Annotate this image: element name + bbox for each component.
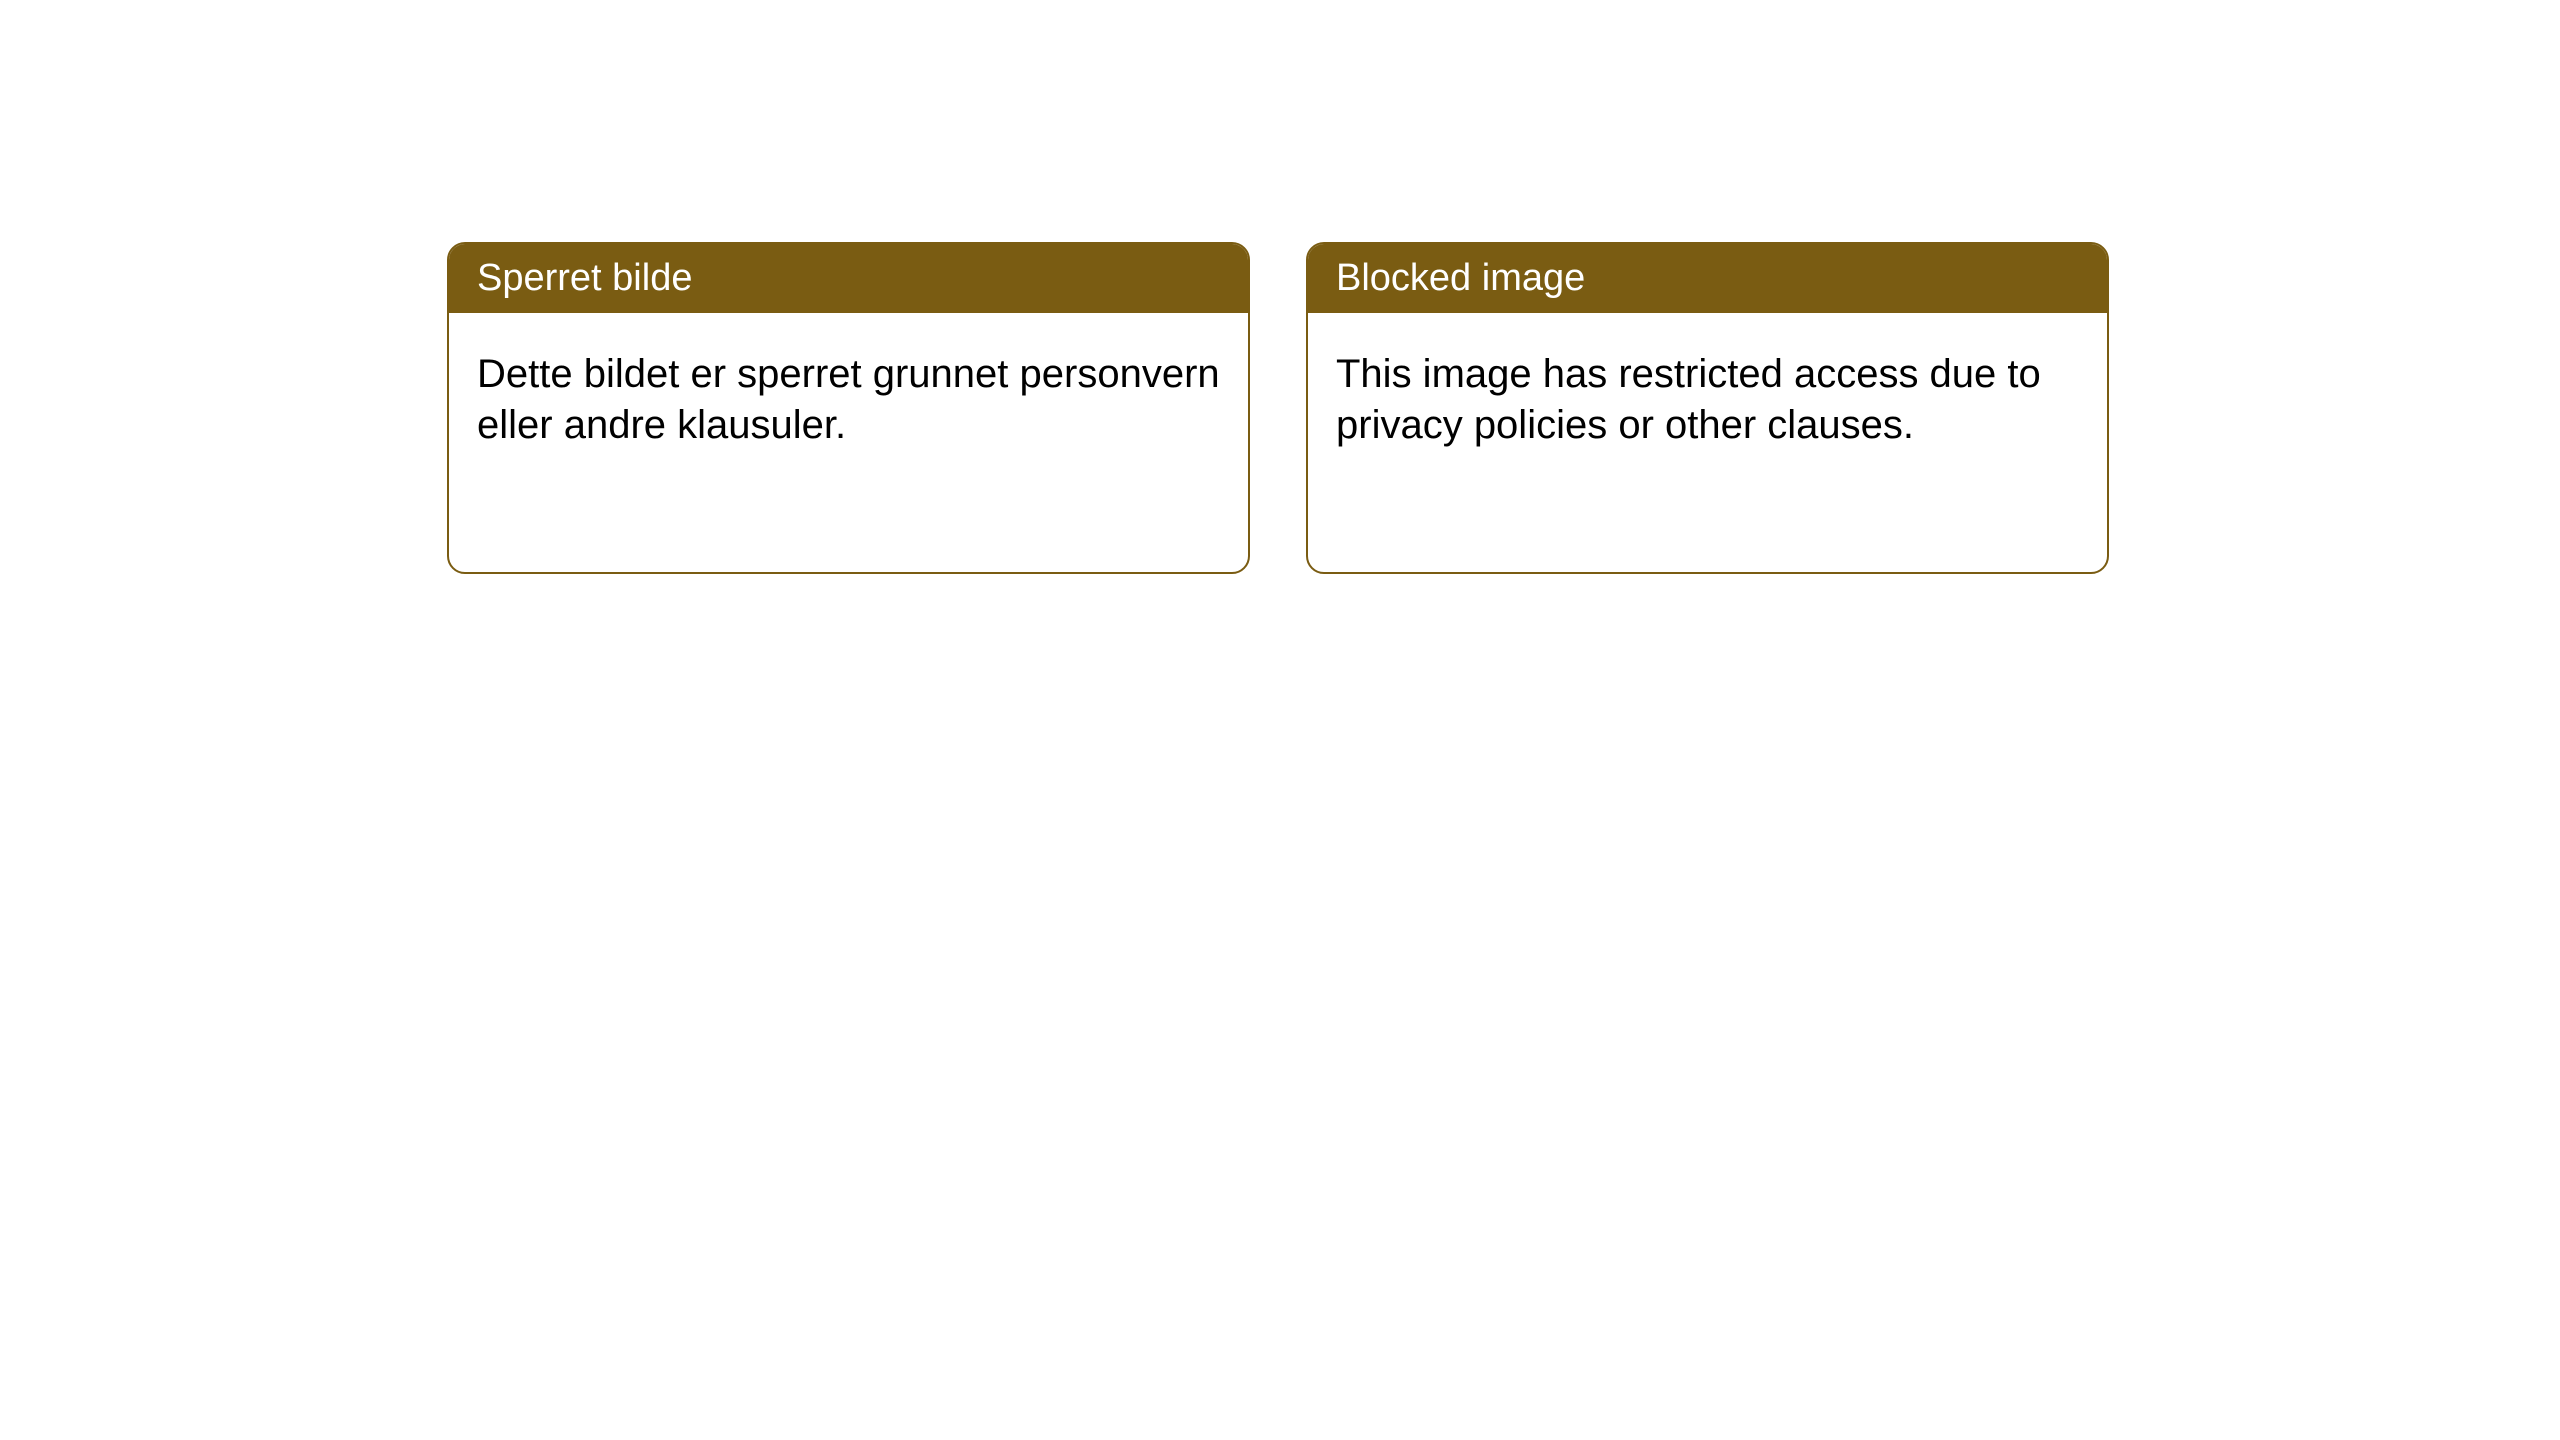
notice-header: Sperret bilde [449, 244, 1248, 313]
notice-body: This image has restricted access due to … [1308, 313, 2107, 487]
notices-container: Sperret bilde Dette bildet er sperret gr… [0, 0, 2560, 574]
notice-header: Blocked image [1308, 244, 2107, 313]
notice-box-norwegian: Sperret bilde Dette bildet er sperret gr… [447, 242, 1250, 574]
notice-body: Dette bildet er sperret grunnet personve… [449, 313, 1248, 487]
notice-box-english: Blocked image This image has restricted … [1306, 242, 2109, 574]
